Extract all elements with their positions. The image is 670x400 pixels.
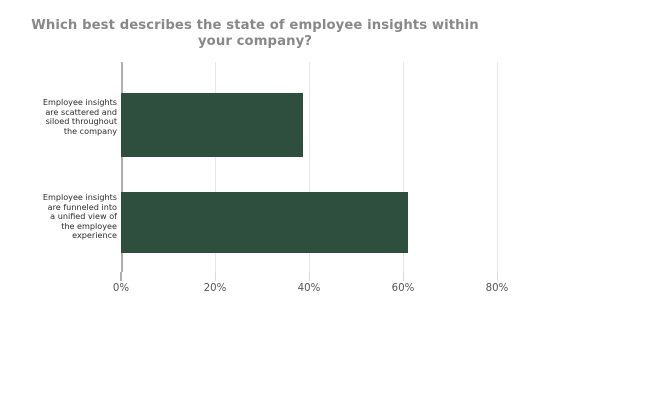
value-axis-labels: 0% 20% 40% 60% 80% [113,283,508,299]
xtick-mark-40 [309,272,310,281]
gridline-80-percent [497,62,498,272]
bar-scattered[interactable] [121,93,304,157]
gridline-0-percent [121,62,123,272]
xtick-mark-20 [215,272,216,281]
xtick-label-80: 80% [485,283,509,294]
plot-area [121,62,503,272]
category-label-funneled: Employee insights are funneled into a un… [42,192,117,241]
gridline-60-percent [403,62,404,272]
xtick-mark-60 [403,272,404,281]
xtick-mark-80 [497,272,498,281]
gridline-20-percent [215,62,216,272]
gridline-40-percent [309,62,310,272]
xtick-mark-0 [120,272,122,281]
xtick-label-20: 20% [203,283,227,294]
category-axis-labels: Employee insights are scattered and silo… [0,62,117,272]
bar-funneled[interactable] [121,192,409,253]
xtick-label-0: 0% [112,283,130,294]
xtick-label-40: 40% [297,283,321,294]
chart-title: Which best describes the state of employ… [31,18,479,49]
category-label-scattered: Employee insights are scattered and silo… [42,97,117,136]
xtick-label-60: 60% [391,283,415,294]
